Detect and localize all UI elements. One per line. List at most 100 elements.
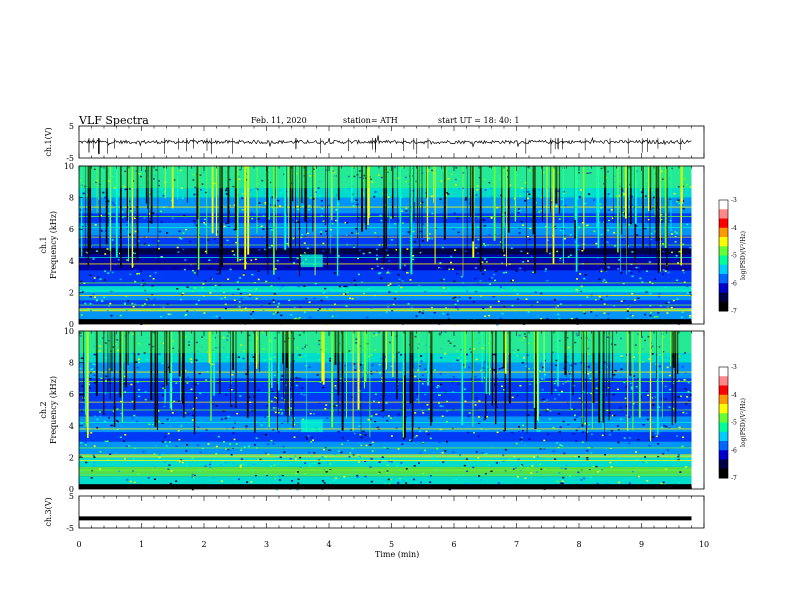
spectrogram-cell xyxy=(523,333,526,335)
spectrogram-cell xyxy=(540,292,543,295)
spectrogram-cell xyxy=(343,476,346,478)
spectrogram-cell xyxy=(527,197,529,200)
spectrogram-cell xyxy=(360,436,363,439)
spectrogram-cell xyxy=(530,255,533,257)
spectrogram-cell xyxy=(204,250,207,253)
spectrogram-cell xyxy=(516,394,519,397)
spectrogram-cell xyxy=(521,436,523,439)
spectrogram-cell xyxy=(631,314,634,317)
spectrogram-cell xyxy=(195,397,198,399)
spectrogram-cell xyxy=(178,237,181,239)
spectrogram-cell xyxy=(297,208,299,211)
spectrogram-cell xyxy=(324,223,327,226)
spectrogram-cell xyxy=(297,285,300,288)
spectrogram-cell xyxy=(651,345,654,347)
spectrogram-cell xyxy=(478,217,481,220)
spectrogram-cell xyxy=(232,427,235,429)
spectrogram-cell xyxy=(475,194,478,196)
spectrogram-cell xyxy=(575,440,578,442)
spectrogram-cell xyxy=(354,199,357,202)
spectrogram-cell xyxy=(185,228,187,231)
spectrogram-cell xyxy=(446,400,448,403)
spectrogram-cell xyxy=(197,426,200,428)
spectrogram-cell xyxy=(143,282,146,285)
spectrogram-cell xyxy=(171,467,174,470)
spectrogram-cell xyxy=(322,242,325,245)
spectrogram-cell xyxy=(536,301,539,303)
spectrogram-cell xyxy=(333,453,336,455)
spectrogram-cell xyxy=(375,333,378,336)
spectrogram-cell xyxy=(389,283,392,285)
spectrogram-cell xyxy=(635,451,637,453)
spectrogram-cell xyxy=(141,304,144,307)
spectrogram-cell xyxy=(559,426,562,428)
spectrogram-cell xyxy=(545,410,548,412)
spectrogram-cell xyxy=(175,445,178,448)
spectrogram-cell xyxy=(597,257,600,259)
spectrogram-cell xyxy=(488,181,491,184)
spectrogram-cell xyxy=(394,297,397,300)
spectrogram-cell xyxy=(155,309,157,311)
spectrogram-cell xyxy=(656,203,659,206)
spectrogram-cell xyxy=(657,443,660,445)
spectrogram-cell xyxy=(305,297,308,300)
spectrogram-cell xyxy=(528,438,531,441)
spectrogram-cell xyxy=(193,193,196,196)
spectrogram-cell xyxy=(415,435,418,437)
spectrogram-cell xyxy=(614,369,617,372)
spectrogram-cell xyxy=(644,227,647,230)
spectrogram-cell xyxy=(360,281,363,283)
spectrogram-cell xyxy=(452,408,455,411)
spectrogram-cell xyxy=(309,175,312,177)
spectrogram-cell xyxy=(99,345,102,348)
spectrogram-cell xyxy=(89,302,92,305)
spectrogram-cell xyxy=(286,242,289,245)
spectrogram-cell xyxy=(438,441,441,444)
spectrogram-cell xyxy=(80,357,83,359)
spectrogram-cell xyxy=(603,279,606,281)
spectrogram-cell xyxy=(338,450,341,452)
spectrogram-cell xyxy=(637,297,640,299)
spectrogram-cell xyxy=(419,251,422,254)
spectrogram-cell xyxy=(359,242,362,244)
spectrogram-cell xyxy=(503,389,505,391)
spectrogram-cell xyxy=(299,254,302,256)
spectrogram-cell xyxy=(493,370,496,373)
spectrogram-cell xyxy=(546,399,549,401)
spectrogram-cell xyxy=(598,295,601,298)
spectrogram-cell xyxy=(667,301,670,304)
spectrogram-cell xyxy=(522,261,525,263)
spectrogram-cell xyxy=(357,176,360,179)
spectrogram-cell xyxy=(558,425,560,428)
spectrogram-cell xyxy=(117,349,120,352)
spectrogram-cell xyxy=(371,243,374,245)
spectrogram-cell xyxy=(576,244,579,247)
spectrogram-cell xyxy=(289,458,292,460)
spectrogram-cell xyxy=(239,292,242,295)
spectrogram-cell xyxy=(561,228,564,230)
spectrogram-cell xyxy=(610,430,613,432)
spectrogram-cell xyxy=(667,449,669,451)
spectrogram-cell xyxy=(531,235,534,237)
spectrogram-cell xyxy=(108,408,111,411)
spectrogram-cell xyxy=(371,181,374,183)
spectrogram-cell xyxy=(653,316,656,318)
spectrogram-cell xyxy=(98,468,101,470)
spectrogram-cell xyxy=(351,447,354,450)
spectrogram-cell xyxy=(397,284,400,287)
spectrogram-cell xyxy=(677,481,680,484)
spectrogram-cell xyxy=(182,232,185,234)
spectrogram-cell xyxy=(194,186,197,189)
spectrogram-cell xyxy=(101,389,104,391)
spectrogram-cell xyxy=(426,404,429,406)
spectrogram-cell xyxy=(428,365,431,367)
spectrogram-cell xyxy=(178,202,181,204)
spectrogram-cell xyxy=(381,267,384,270)
spectrogram-cell xyxy=(227,415,230,418)
spectrogram-cell xyxy=(689,315,691,317)
spectrogram-cell xyxy=(83,404,86,406)
spectrogram-cell xyxy=(159,277,162,279)
spectrogram-cell xyxy=(294,472,297,475)
spectrogram-cell xyxy=(496,206,499,209)
